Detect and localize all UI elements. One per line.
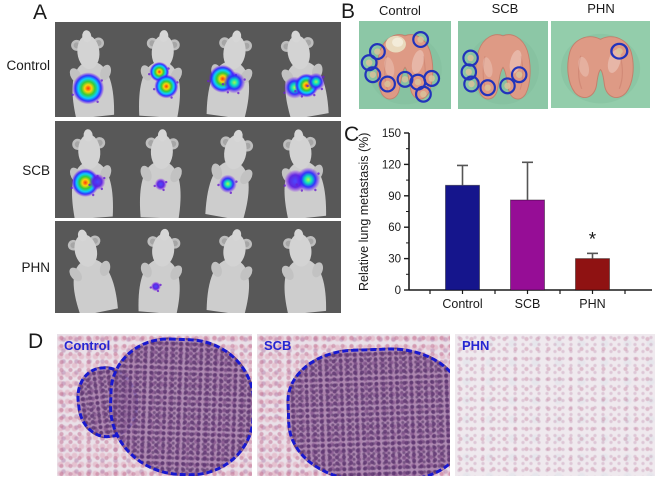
panel-a-row-label-scb: SCB (22, 163, 50, 178)
histology-control-image: Control (57, 334, 252, 476)
tumor-outline-control-large (106, 335, 252, 476)
panel-c-letter: C (344, 123, 360, 146)
panel-d-letter: D (28, 330, 44, 353)
lung-photo-control (359, 21, 451, 109)
mice-row-phn-image (55, 221, 341, 313)
panel-a-letter: A (33, 1, 48, 24)
mice-row-control (55, 22, 341, 117)
svg-text:0: 0 (395, 285, 401, 297)
svg-text:30: 30 (388, 254, 401, 266)
panel-b-letter: B (341, 0, 356, 23)
bar-chart-plot: 0 30 60 90 120 150 Control SCB PHN * (382, 128, 652, 311)
svg-text:*: * (589, 229, 597, 250)
lung-photo-phn (551, 21, 650, 108)
lung-photo-control-image (359, 21, 451, 109)
histology-phn-image: PHN (455, 334, 655, 476)
svg-text:120: 120 (382, 159, 401, 171)
mice-row-scb (55, 121, 341, 218)
panel-a-row-label-phn: PHN (21, 260, 50, 275)
mice-row-scb-image (55, 121, 341, 218)
lung-photo-scb-image (458, 21, 548, 109)
mice-row-control-image (55, 22, 341, 117)
svg-text:90: 90 (388, 191, 401, 203)
tumor-outline-scb (284, 344, 450, 476)
histology-control-label: Control (64, 338, 111, 353)
chart-y-axis-label: Relative lung metastasis (%) (357, 132, 371, 292)
svg-text:SCB: SCB (515, 297, 541, 311)
lung-photo-phn-image (551, 21, 650, 108)
histology-phn-label: PHN (462, 338, 490, 353)
mice-row-phn (55, 221, 341, 313)
histology-scb-label: SCB (264, 338, 292, 353)
panel-a-row-label-control: Control (6, 58, 50, 73)
svg-text:150: 150 (382, 128, 401, 140)
panel-b-col-label-control: Control (379, 3, 421, 18)
svg-text:PHN: PHN (579, 297, 605, 311)
panel-b-col-label-phn: PHN (587, 1, 615, 16)
svg-text:Control: Control (442, 297, 482, 311)
lung-photo-scb (458, 21, 548, 109)
panel-b-col-label-scb: SCB (491, 1, 519, 16)
svg-text:60: 60 (388, 222, 401, 234)
histology-scb-image: SCB (257, 334, 450, 476)
bar-chart: 0 30 60 90 120 150 Control SCB PHN * (378, 126, 657, 316)
